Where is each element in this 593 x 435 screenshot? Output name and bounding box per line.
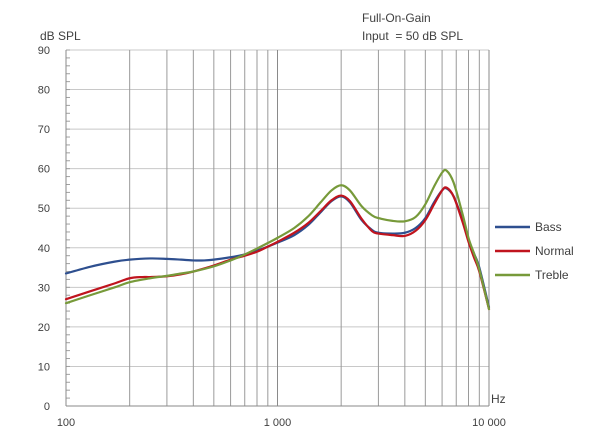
y-tick-label: 60 <box>38 164 50 176</box>
series-lines <box>64 168 491 311</box>
x-tick-labels: 100 1 000 10 000 <box>57 417 506 429</box>
series-line-treble <box>64 168 491 311</box>
y-tick-label: 30 <box>38 282 50 294</box>
y-axis-label: dB SPL <box>40 29 81 43</box>
chart-subtitle: Input = 50 dB SPL <box>362 29 463 43</box>
x-tick-label: 100 <box>57 417 75 429</box>
axes <box>65 49 489 407</box>
y-tick-label: 0 <box>44 401 50 413</box>
y-tick-label: 50 <box>38 203 50 215</box>
y-tick-label: 40 <box>38 243 50 255</box>
x-tick-label: 1 000 <box>264 417 292 429</box>
grid <box>66 49 490 406</box>
chart-title: Full-On-Gain <box>362 11 431 25</box>
y-tick-label: 80 <box>38 85 50 97</box>
x-axis-label: Hz <box>491 392 506 406</box>
y-tick-label: 70 <box>38 124 50 136</box>
legend-label-bass: Bass <box>535 220 562 234</box>
legend-label-treble: Treble <box>535 268 569 282</box>
y-tick-label: 10 <box>38 361 50 373</box>
legend: Bass Normal Treble <box>495 220 574 282</box>
y-tick-labels: 0 10 20 30 40 50 60 70 80 90 <box>38 45 50 413</box>
y-tick-label: 90 <box>38 45 50 57</box>
y-tick-label: 20 <box>38 322 50 334</box>
legend-label-normal: Normal <box>535 244 574 258</box>
x-tick-label: 10 000 <box>472 417 506 429</box>
